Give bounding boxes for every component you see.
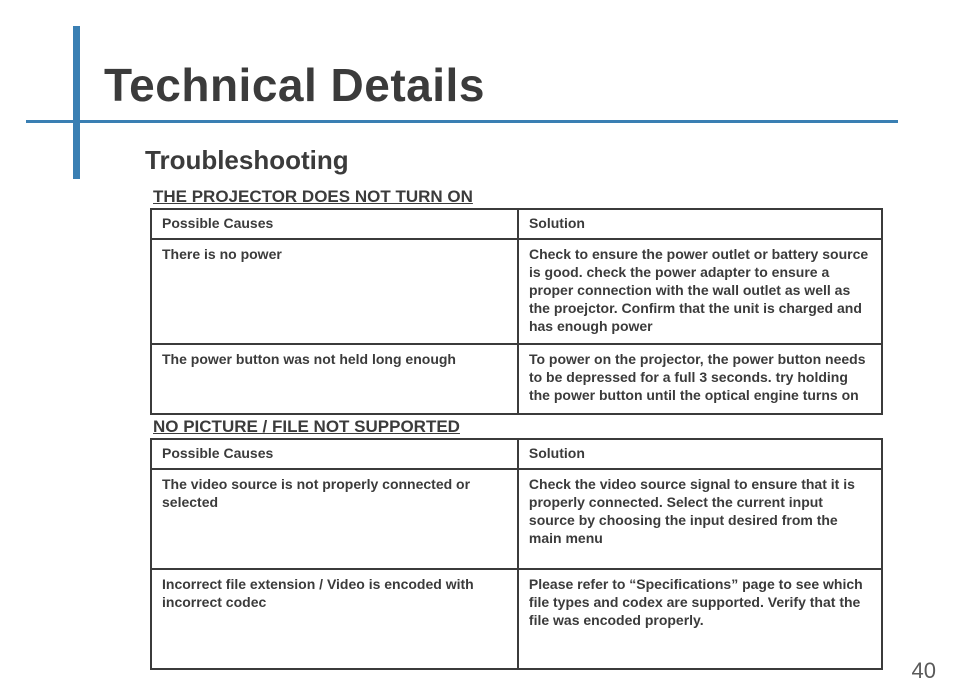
cell-solution: Check the video source signal to ensure …	[518, 469, 882, 569]
accent-vertical-bar	[73, 26, 80, 179]
column-header-solution: Solution	[518, 439, 882, 469]
cell-cause: The power button was not held long enoug…	[151, 344, 518, 414]
table-row: The power button was not held long enoug…	[151, 344, 882, 414]
cell-cause: The video source is not properly connect…	[151, 469, 518, 569]
table-row: There is no power Check to ensure the po…	[151, 239, 882, 345]
page: Technical Details Troubleshooting THE PR…	[0, 0, 954, 694]
cell-solution: To power on the projector, the power but…	[518, 344, 882, 414]
cell-solution: Please refer to “Specifications” page to…	[518, 569, 882, 669]
page-number: 40	[912, 658, 936, 684]
page-title: Technical Details	[104, 58, 485, 112]
cell-cause: There is no power	[151, 239, 518, 345]
cell-cause: Incorrect file extension / Video is enco…	[151, 569, 518, 669]
troubleshooting-table: Possible Causes Solution There is no pow…	[150, 208, 883, 415]
table-header-row: Possible Causes Solution	[151, 439, 882, 469]
section-heading: THE PROJECTOR DOES NOT TURN ON	[153, 187, 473, 207]
cell-solution: Check to ensure the power outlet or batt…	[518, 239, 882, 345]
column-header-solution: Solution	[518, 209, 882, 239]
table-row: Incorrect file extension / Video is enco…	[151, 569, 882, 669]
section-heading: NO PICTURE / FILE NOT SUPPORTED	[153, 417, 460, 437]
page-subtitle: Troubleshooting	[145, 145, 349, 176]
troubleshooting-table: Possible Causes Solution The video sourc…	[150, 438, 883, 670]
accent-horizontal-bar	[26, 120, 898, 123]
table-row: The video source is not properly connect…	[151, 469, 882, 569]
table-header-row: Possible Causes Solution	[151, 209, 882, 239]
column-header-cause: Possible Causes	[151, 209, 518, 239]
column-header-cause: Possible Causes	[151, 439, 518, 469]
